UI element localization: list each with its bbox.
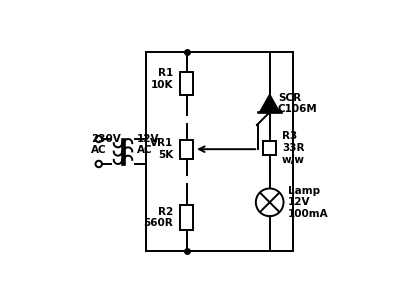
Bar (180, 71, 193, 95)
Polygon shape (260, 95, 279, 112)
Text: R1
10K: R1 10K (151, 68, 173, 89)
Text: R2
560R: R2 560R (143, 206, 173, 228)
Text: VR1
5K: VR1 5K (150, 138, 173, 160)
Bar (180, 205, 193, 230)
Text: 12V
AC: 12V AC (137, 134, 159, 155)
Text: 230V
AC: 230V AC (91, 134, 120, 155)
Text: Lamp
12V
100mA: Lamp 12V 100mA (288, 186, 329, 219)
Bar (180, 140, 193, 159)
Text: SCR
C106M: SCR C106M (278, 93, 318, 114)
Bar (263, 141, 276, 155)
Text: R3
33R
w/w: R3 33R w/w (282, 131, 305, 165)
